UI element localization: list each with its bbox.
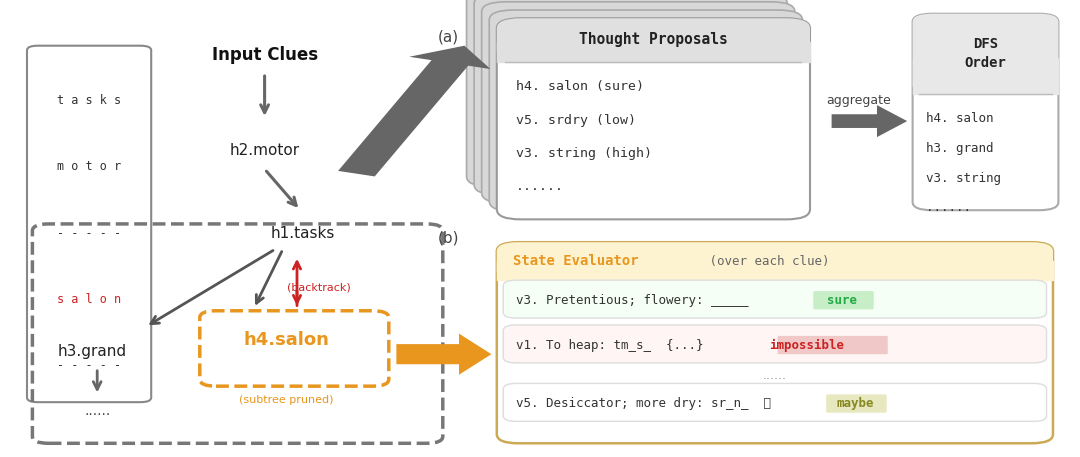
FancyBboxPatch shape (503, 383, 1047, 421)
FancyBboxPatch shape (497, 242, 1053, 443)
Text: ......: ...... (516, 181, 564, 193)
FancyBboxPatch shape (482, 2, 795, 203)
FancyBboxPatch shape (27, 46, 151, 402)
Text: DFS
Order: DFS Order (964, 37, 1007, 70)
FancyBboxPatch shape (497, 242, 1053, 280)
FancyBboxPatch shape (778, 336, 888, 354)
Text: (backtrack): (backtrack) (286, 283, 351, 293)
FancyBboxPatch shape (913, 14, 1058, 94)
FancyBboxPatch shape (497, 18, 810, 62)
FancyBboxPatch shape (913, 14, 1058, 210)
Text: t a s k s: t a s k s (57, 94, 121, 107)
Polygon shape (832, 105, 907, 137)
FancyBboxPatch shape (467, 0, 780, 186)
Text: v3. Pretentious; flowery: _____: v3. Pretentious; flowery: _____ (516, 294, 748, 307)
FancyBboxPatch shape (813, 291, 874, 309)
Text: v3. string: v3. string (926, 172, 1000, 185)
Text: sure: sure (827, 294, 858, 307)
Text: (b): (b) (437, 230, 459, 245)
FancyBboxPatch shape (497, 18, 810, 219)
FancyBboxPatch shape (503, 280, 1047, 318)
Text: h3.grand: h3.grand (57, 345, 126, 359)
Text: h4. salon (sure): h4. salon (sure) (516, 80, 645, 93)
Bar (497, 42, 810, 62)
Text: impossible: impossible (769, 339, 845, 351)
FancyBboxPatch shape (200, 311, 389, 386)
Text: ......: ...... (926, 202, 971, 214)
Polygon shape (338, 46, 490, 176)
Text: - - - - -: - - - - - (57, 359, 121, 372)
Text: h3. grand: h3. grand (926, 142, 994, 155)
Text: m o t o r: m o t o r (57, 160, 121, 173)
FancyBboxPatch shape (489, 10, 802, 211)
Text: Input Clues: Input Clues (212, 46, 318, 64)
Text: v5. Desiccator; more dry: sr_n_  🔏: v5. Desiccator; more dry: sr_n_ 🔏 (516, 397, 771, 410)
Text: (subtree pruned): (subtree pruned) (239, 395, 334, 405)
Text: h2.motor: h2.motor (230, 143, 299, 158)
Text: (a): (a) (437, 29, 459, 44)
FancyBboxPatch shape (503, 325, 1047, 363)
Text: h1.tasks: h1.tasks (270, 226, 335, 240)
Text: (over each clue): (over each clue) (702, 255, 829, 268)
Polygon shape (396, 334, 491, 375)
Text: v5. srdry (low): v5. srdry (low) (516, 114, 636, 127)
Text: State Evaluator: State Evaluator (513, 254, 638, 268)
Bar (497, 261, 1053, 280)
Text: Thought Proposals: Thought Proposals (579, 32, 728, 48)
FancyBboxPatch shape (826, 394, 887, 413)
Text: v3. string (high): v3. string (high) (516, 147, 652, 160)
Text: v1. To heap: tm_s_  {...}: v1. To heap: tm_s_ {...} (516, 339, 704, 351)
Text: s a l o n: s a l o n (57, 293, 121, 306)
Text: h4. salon: h4. salon (926, 112, 994, 125)
Text: h4.salon: h4.salon (243, 331, 329, 350)
Text: aggregate: aggregate (826, 94, 891, 107)
FancyBboxPatch shape (474, 0, 787, 195)
Text: ......: ...... (84, 404, 110, 418)
Text: maybe: maybe (837, 397, 874, 410)
Text: ......: ...... (762, 369, 787, 382)
Text: - - - - -: - - - - - (57, 227, 121, 239)
Bar (913, 58, 1058, 94)
